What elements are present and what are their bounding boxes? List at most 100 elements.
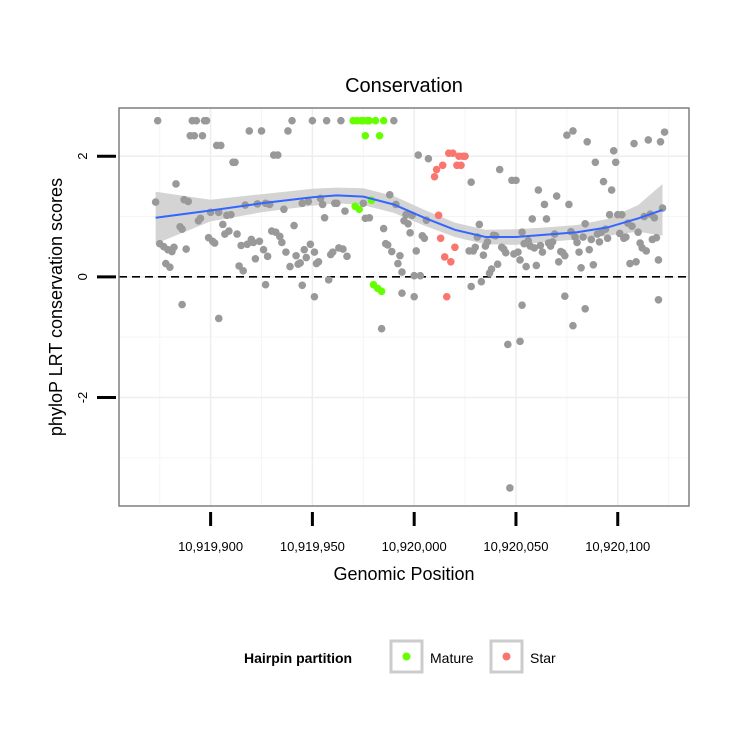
other-point [245, 127, 254, 135]
other-point [359, 199, 368, 208]
other-point [324, 276, 333, 284]
other-point [518, 228, 526, 237]
other-point [398, 268, 406, 276]
star-point [434, 211, 443, 220]
other-point [396, 251, 404, 260]
other-point [219, 220, 227, 229]
star-point [430, 172, 439, 181]
other-point [652, 233, 661, 242]
other-point [306, 240, 315, 249]
other-point [398, 289, 406, 297]
other-point [577, 264, 585, 272]
star-point [461, 152, 469, 161]
other-point [579, 233, 587, 241]
other-point [607, 186, 616, 194]
other-point [273, 151, 282, 159]
other-point [288, 116, 296, 125]
star-point [438, 161, 447, 170]
other-point [328, 248, 337, 256]
other-point [603, 234, 612, 243]
series-other [151, 116, 669, 492]
other-point [599, 177, 608, 186]
other-point [650, 213, 659, 222]
x-tick-label-3: 10,920,050 [483, 539, 548, 554]
other-point [589, 260, 598, 269]
other-point [318, 200, 327, 209]
other-point [475, 220, 484, 229]
other-point [632, 257, 640, 266]
other-point [605, 210, 614, 219]
x-tick-label-4: 10,920,100 [585, 539, 650, 554]
legend-key-mature [389, 639, 424, 674]
legend-dot-star [502, 652, 511, 661]
star-point [449, 149, 457, 158]
y-axis: -2 0 2 [75, 153, 116, 403]
y-tick-label-2: 2 [75, 153, 90, 160]
legend-label-mature: Mature [430, 650, 474, 666]
other-point [565, 200, 573, 209]
other-point [286, 262, 294, 271]
other-point [656, 137, 665, 146]
other-point [630, 139, 638, 148]
other-point [383, 241, 392, 249]
other-point [660, 128, 669, 136]
star-point [436, 234, 445, 243]
legend: Hairpin partition Mature Star [244, 639, 556, 674]
star-point [440, 253, 449, 261]
other-point [654, 256, 663, 264]
x-tick-label-1: 10,919,950 [280, 539, 345, 554]
other-point [402, 210, 410, 219]
other-point [561, 251, 569, 260]
other-point [182, 245, 190, 253]
other-point [290, 221, 298, 230]
other-point [548, 238, 557, 246]
other-point [257, 127, 266, 135]
other-point [628, 222, 636, 230]
other-point [528, 215, 537, 223]
other-point [385, 191, 394, 199]
other-point [622, 233, 630, 241]
other-point [634, 228, 642, 237]
x-axis-title: Genomic Position [333, 564, 474, 584]
legend-entry-star: Star [489, 639, 556, 674]
mature-point [371, 116, 380, 125]
other-point [296, 259, 304, 267]
other-point [471, 243, 480, 252]
legend-entry-mature: Mature [389, 639, 474, 674]
other-point [591, 158, 600, 167]
other-point [322, 116, 331, 125]
other-point [210, 239, 219, 247]
other-point [609, 147, 618, 155]
other-point [251, 254, 260, 263]
other-point [190, 131, 199, 140]
other-point [487, 265, 496, 273]
other-point [522, 262, 530, 271]
mature-point [377, 287, 386, 296]
x-tick-label-2: 10,920,000 [382, 539, 447, 554]
star-point [451, 243, 459, 252]
other-point [153, 116, 162, 125]
other-point [406, 229, 414, 237]
other-point [569, 321, 577, 330]
other-point [300, 245, 309, 254]
other-point [365, 213, 374, 222]
other-point [333, 199, 341, 208]
other-point [178, 300, 186, 309]
star-point [447, 257, 455, 266]
other-point [202, 116, 211, 125]
other-point [255, 237, 264, 246]
legend-title: Hairpin partition [244, 650, 352, 666]
other-point [573, 238, 581, 247]
other-point [310, 292, 319, 301]
other-point [512, 176, 520, 185]
other-point [337, 116, 345, 125]
other-point [261, 280, 270, 289]
other-point [583, 137, 592, 146]
other-point [249, 238, 258, 247]
other-point [214, 314, 223, 323]
other-point [379, 224, 388, 233]
other-point [530, 244, 539, 252]
smooth-line [155, 194, 663, 238]
other-point [151, 198, 160, 206]
other-point [196, 214, 205, 223]
